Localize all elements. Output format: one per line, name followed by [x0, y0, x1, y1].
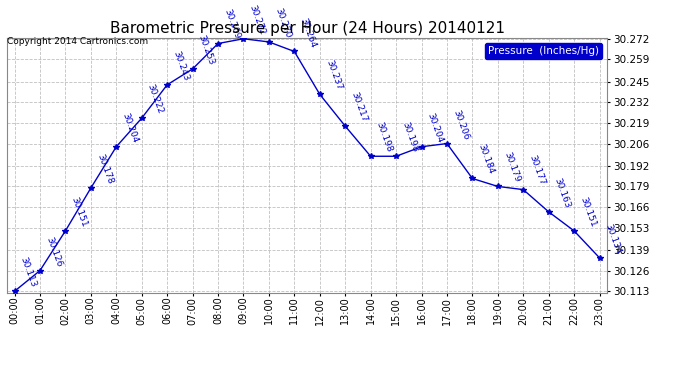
Text: 30.243: 30.243: [171, 50, 190, 82]
Text: 30.198: 30.198: [400, 121, 420, 153]
Pressure  (Inches/Hg): [341, 124, 349, 128]
Text: 30.204: 30.204: [426, 111, 445, 144]
Text: 30.126: 30.126: [44, 235, 63, 268]
Text: 30.269: 30.269: [222, 8, 242, 41]
Pressure  (Inches/Hg): [290, 49, 299, 54]
Pressure  (Inches/Hg): [443, 141, 451, 146]
Pressure  (Inches/Hg): [239, 36, 248, 41]
Text: 30.237: 30.237: [324, 59, 343, 92]
Pressure  (Inches/Hg): [570, 229, 578, 233]
Pressure  (Inches/Hg): [214, 41, 222, 46]
Text: Copyright 2014 Cartronics.com: Copyright 2014 Cartronics.com: [7, 38, 148, 46]
Text: 30.264: 30.264: [299, 16, 317, 49]
Legend: Pressure  (Inches/Hg): Pressure (Inches/Hg): [485, 43, 602, 59]
Pressure  (Inches/Hg): [469, 176, 477, 181]
Text: 30.151: 30.151: [578, 195, 598, 228]
Pressure  (Inches/Hg): [544, 210, 553, 214]
Text: 30.206: 30.206: [451, 108, 471, 141]
Text: 30.163: 30.163: [553, 176, 572, 209]
Pressure  (Inches/Hg): [519, 188, 527, 192]
Pressure  (Inches/Hg): [493, 184, 502, 189]
Text: 30.222: 30.222: [146, 83, 165, 116]
Pressure  (Inches/Hg): [137, 116, 146, 120]
Pressure  (Inches/Hg): [315, 92, 324, 97]
Text: 30.204: 30.204: [121, 111, 139, 144]
Pressure  (Inches/Hg): [61, 229, 70, 233]
Pressure  (Inches/Hg): [36, 268, 44, 273]
Pressure  (Inches/Hg): [188, 67, 197, 71]
Pressure  (Inches/Hg): [87, 186, 95, 190]
Text: 30.178: 30.178: [95, 153, 115, 185]
Pressure  (Inches/Hg): [112, 144, 121, 149]
Text: 30.184: 30.184: [477, 143, 496, 176]
Pressure  (Inches/Hg): [163, 82, 171, 87]
Text: 30.151: 30.151: [70, 195, 89, 228]
Title: Barometric Pressure per Hour (24 Hours) 20140121: Barometric Pressure per Hour (24 Hours) …: [110, 21, 504, 36]
Text: 30.179: 30.179: [502, 151, 521, 184]
Line: Pressure  (Inches/Hg): Pressure (Inches/Hg): [12, 36, 602, 294]
Text: 30.272: 30.272: [248, 3, 267, 36]
Text: 30.177: 30.177: [527, 154, 546, 187]
Text: 30.113: 30.113: [19, 256, 38, 288]
Pressure  (Inches/Hg): [392, 154, 400, 159]
Pressure  (Inches/Hg): [366, 154, 375, 159]
Pressure  (Inches/Hg): [265, 40, 273, 44]
Text: 30.270: 30.270: [273, 6, 293, 39]
Pressure  (Inches/Hg): [417, 144, 426, 149]
Text: 30.134: 30.134: [604, 222, 623, 255]
Pressure  (Inches/Hg): [10, 289, 19, 294]
Text: 30.217: 30.217: [349, 91, 368, 123]
Text: 30.198: 30.198: [375, 121, 394, 153]
Text: 30.253: 30.253: [197, 33, 216, 66]
Pressure  (Inches/Hg): [595, 256, 604, 260]
